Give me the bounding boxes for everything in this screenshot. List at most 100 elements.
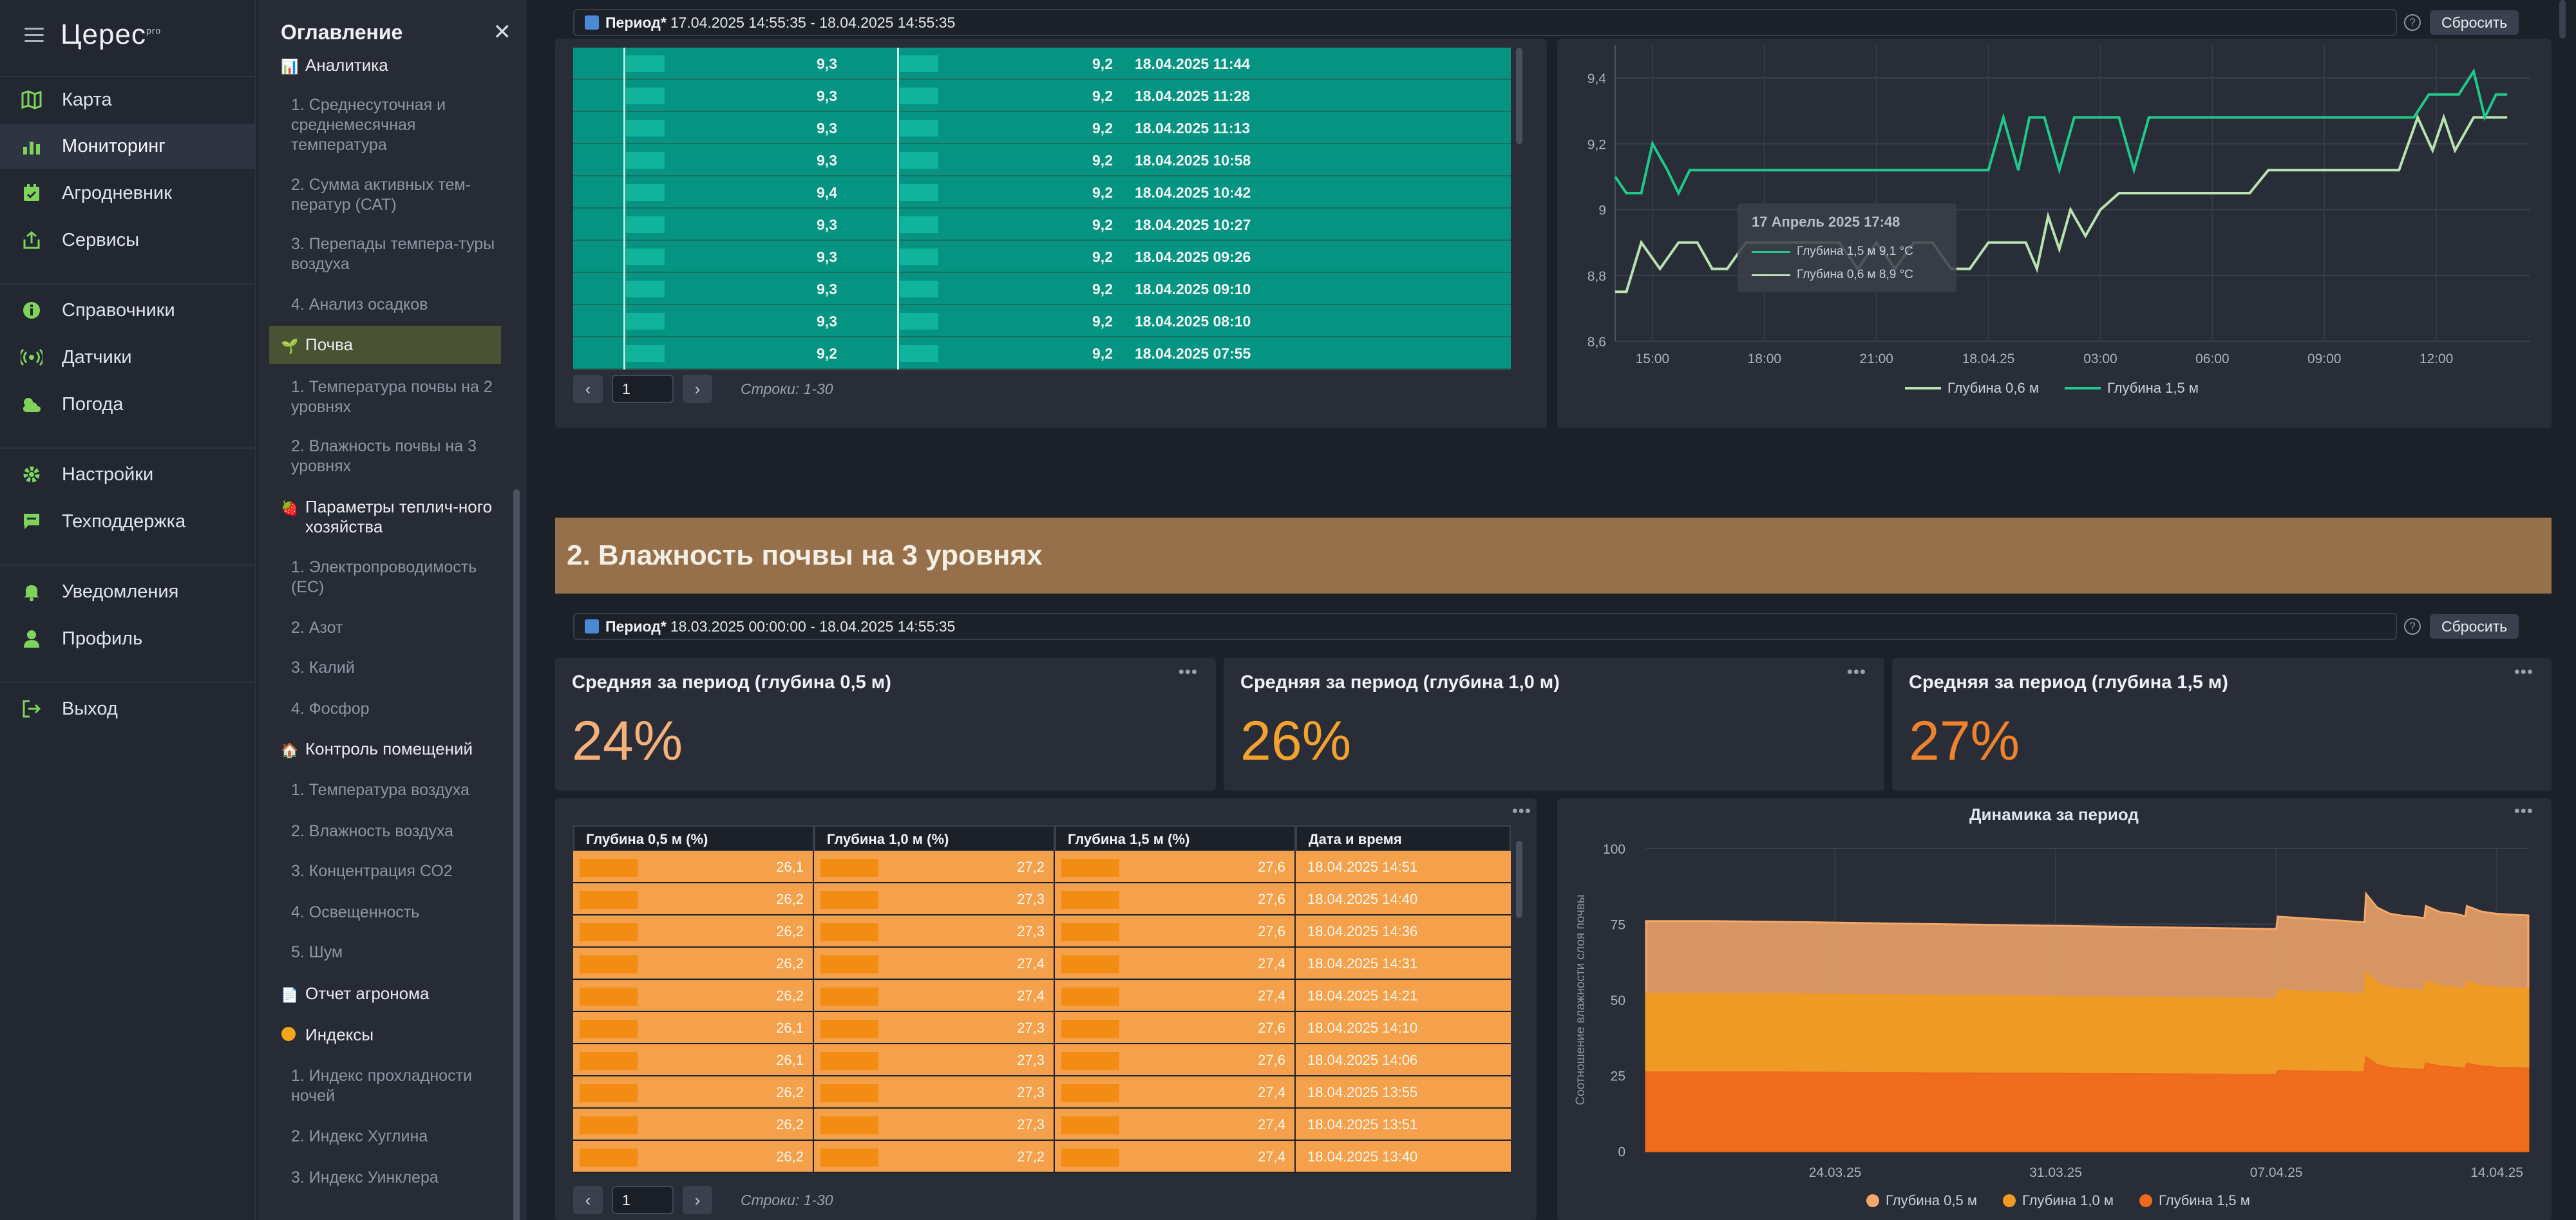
toc-item[interactable]: 1. Температура почвы на 2 уровнях xyxy=(291,378,493,416)
nav-item-map[interactable]: Карта xyxy=(0,77,255,122)
toc-item[interactable]: 4. Анализ осадков xyxy=(291,296,428,314)
toc-item[interactable]: 2. Индекс Хуглина xyxy=(291,1127,428,1145)
nav-item-notifications[interactable]: Уведомления xyxy=(0,569,255,614)
toc-item[interactable]: 3. Перепады темпера-туры воздуха xyxy=(291,235,495,273)
value-bar xyxy=(626,216,665,233)
table-row[interactable]: 9,4 9,2 18.04.2025 10:42 xyxy=(573,176,1511,209)
more-icon[interactable]: ••• xyxy=(1178,662,1198,681)
table-cell: 27,4 xyxy=(1258,1116,1285,1132)
prev-page-button[interactable]: ‹ xyxy=(573,1186,603,1214)
table-row[interactable]: 9,3 9,2 18.04.2025 10:27 xyxy=(573,209,1511,241)
toc-scrollbar[interactable] xyxy=(513,64,520,1220)
value-bar xyxy=(626,184,665,201)
nav-item-agrodiary[interactable]: Агродневник xyxy=(0,171,255,216)
toc-item[interactable]: 2. Влажность почвы на 3 уровнях xyxy=(291,437,477,475)
period-filter[interactable]: Период* 17.04.2025 14:55:35 - 18.04.2025 … xyxy=(573,9,2397,36)
legend-item[interactable]: Глубина 1,5 м xyxy=(2064,380,2199,397)
value-bar xyxy=(580,1116,638,1134)
table-row[interactable]: 26,2 27,4 27,4 18.04.2025 14:21 xyxy=(573,980,1511,1012)
nav-item-monitoring[interactable]: Мониторинг xyxy=(0,124,255,169)
value-bar xyxy=(1061,923,1119,941)
legend-item[interactable]: Глубина 0,5 м xyxy=(1866,1192,1977,1209)
table-cell-date: 18.04.2025 14:36 xyxy=(1307,923,1418,939)
table-row[interactable]: 26,2 27,2 27,4 18.04.2025 13:40 xyxy=(573,1141,1511,1173)
period-filter[interactable]: Период* 18.03.2025 00:00:00 - 18.04.2025 … xyxy=(573,613,2397,640)
next-page-button[interactable]: › xyxy=(683,375,712,403)
legend-item[interactable]: Глубина 0,6 м xyxy=(1905,380,2039,397)
column-header[interactable]: Глубина 1,0 м (%) xyxy=(814,825,1055,851)
reset-button[interactable]: Сбросить xyxy=(2430,614,2519,639)
toc-item[interactable]: 2. Влажность воздуха xyxy=(291,822,454,840)
table-row[interactable]: 9,3 9,2 18.04.2025 11:44 xyxy=(573,48,1511,80)
table-row[interactable]: 9,3 9,2 18.04.2025 09:10 xyxy=(573,273,1511,305)
value-bar xyxy=(626,249,665,265)
chart-tooltip: 17 Апрель 2025 17:48 Глубина 1,5 м 9,1 °… xyxy=(1738,203,1956,292)
legend-item[interactable]: Глубина 1,5 м xyxy=(2139,1192,2250,1209)
table-row[interactable]: 26,1 27,2 27,6 18.04.2025 14:51 xyxy=(573,851,1511,883)
column-header[interactable]: Глубина 1,5 м (%) xyxy=(1055,825,1296,851)
prev-page-button[interactable]: ‹ xyxy=(573,375,603,403)
page-scrollbar[interactable] xyxy=(2558,0,2567,1220)
nav-item-support[interactable]: Техподдержка xyxy=(0,499,255,544)
toc-item[interactable]: 1. Температура воздуха xyxy=(291,781,469,799)
table-row[interactable]: 9,3 9,2 18.04.2025 08:10 xyxy=(573,305,1511,337)
nav-item-settings[interactable]: Настройки xyxy=(0,452,255,497)
toc-section-greenhouse[interactable]: 🍓 Параметры теплич-ного хозяйства xyxy=(281,497,493,536)
column-header[interactable]: Глубина 0,5 м (%) xyxy=(573,825,814,851)
nav-item-logout[interactable]: Выход xyxy=(0,686,255,731)
toc-section-indexes[interactable]: Индексы xyxy=(281,1025,506,1045)
hamburger-icon[interactable] xyxy=(24,28,44,42)
table-row[interactable]: 9,3 9,2 18.04.2025 10:58 xyxy=(573,144,1511,176)
reset-button[interactable]: Сбросить xyxy=(2430,10,2519,35)
table-row[interactable]: 26,1 27,3 27,6 18.04.2025 14:10 xyxy=(573,1012,1511,1044)
toc-item[interactable]: 2. Азот xyxy=(291,619,343,637)
toc-item[interactable]: 2. Сумма активных тем-ператур (САТ) xyxy=(291,176,471,214)
nav-item-sensors[interactable]: Датчики xyxy=(0,335,255,380)
page-input[interactable]: 1 xyxy=(612,1186,674,1214)
table-row[interactable]: 26,2 27,4 27,4 18.04.2025 14:31 xyxy=(573,948,1511,980)
table-row[interactable]: 26,2 27,3 27,4 18.04.2025 13:51 xyxy=(573,1109,1511,1141)
table-row[interactable]: 9,2 9,2 18.04.2025 07:55 xyxy=(573,337,1511,370)
help-icon[interactable]: ? xyxy=(2404,618,2421,635)
table-cell: 27,4 xyxy=(1017,955,1045,971)
table-row[interactable]: 26,2 27,3 27,6 18.04.2025 14:36 xyxy=(573,915,1511,948)
toc-item[interactable]: 3. Калий xyxy=(291,659,355,677)
column-header[interactable]: Дата и время xyxy=(1296,825,1511,851)
nav-item-profile[interactable]: Профиль xyxy=(0,616,255,661)
table-row[interactable]: 26,2 27,3 27,6 18.04.2025 14:40 xyxy=(573,883,1511,915)
toc-item[interactable]: 4. Фосфор xyxy=(291,700,370,718)
more-icon[interactable]: ••• xyxy=(1846,662,1866,681)
close-icon[interactable]: ✕ xyxy=(493,20,512,44)
next-page-button[interactable]: › xyxy=(683,1186,712,1214)
toc-item[interactable]: 4. Освещенность xyxy=(291,903,420,921)
toc-item[interactable]: 5. Шум xyxy=(291,943,343,961)
table-scrollbar[interactable] xyxy=(1515,48,1524,370)
toc-item[interactable]: 1. Среднесуточная и среднемесячная темпе… xyxy=(291,96,446,154)
help-icon[interactable]: ? xyxy=(2404,14,2421,31)
more-icon[interactable]: ••• xyxy=(2514,801,2533,820)
toc-item[interactable]: 3. Индекс Уинклера xyxy=(291,1168,439,1187)
table-row[interactable]: 9,3 9,2 18.04.2025 11:13 xyxy=(573,112,1511,144)
nav-item-weather[interactable]: Погода xyxy=(0,382,255,427)
page-input[interactable]: 1 xyxy=(612,375,674,403)
table-cell-date: 18.04.2025 14:51 xyxy=(1307,859,1418,875)
more-icon[interactable]: ••• xyxy=(2514,662,2533,681)
toc-section-soil[interactable]: 🌱 Почва xyxy=(269,326,501,364)
nav-item-references[interactable]: Справочники xyxy=(0,288,255,333)
toc-item[interactable]: 1. Индекс прохладности ночей xyxy=(291,1067,472,1105)
table-scrollbar[interactable] xyxy=(1515,825,1524,1179)
table-row[interactable]: 26,2 27,3 27,4 18.04.2025 13:55 xyxy=(573,1076,1511,1109)
table-row[interactable]: 9,3 9,2 18.04.2025 11:28 xyxy=(573,80,1511,112)
toc-section-rooms[interactable]: 🏠 Контроль помещений xyxy=(281,739,473,758)
toc-item[interactable]: 3. Концентрация СО2 xyxy=(291,862,453,880)
legend-item[interactable]: Глубина 1,0 м xyxy=(2002,1192,2114,1209)
logo: Цересpro xyxy=(24,18,161,52)
min-marker xyxy=(623,305,625,337)
nav-item-services[interactable]: Сервисы xyxy=(0,218,255,263)
toc-section-report[interactable]: 📄 Отчет агронома xyxy=(281,984,430,1003)
table-row[interactable]: 26,1 27,3 27,6 18.04.2025 14:06 xyxy=(573,1044,1511,1076)
toc-section-analytics[interactable]: 📊 Аналитика xyxy=(281,55,388,75)
table-row[interactable]: 9,3 9,2 18.04.2025 09:26 xyxy=(573,241,1511,273)
toc-item[interactable]: 1. Электропроводимость (ЕС) xyxy=(291,558,477,596)
more-icon[interactable]: ••• xyxy=(1511,801,1531,820)
